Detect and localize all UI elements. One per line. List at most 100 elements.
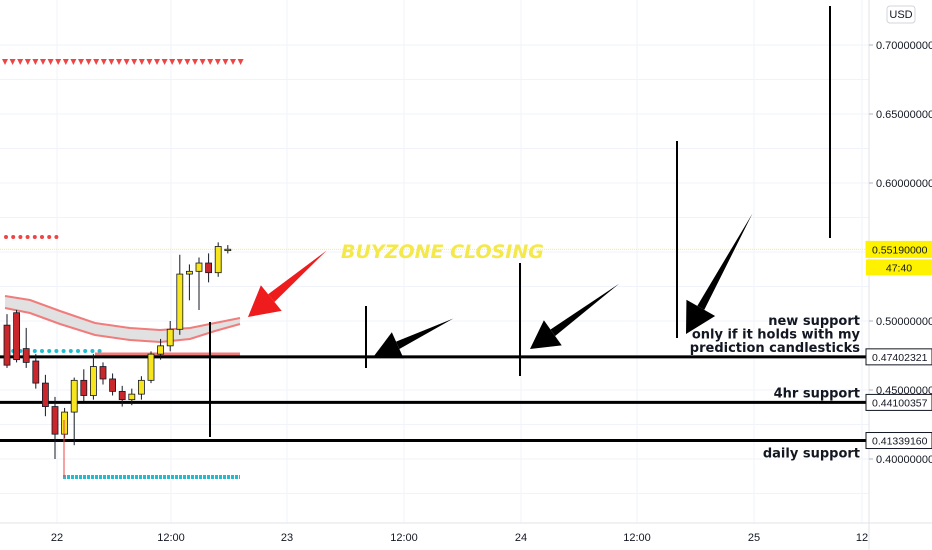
candle-body — [137, 379, 145, 395]
support-annotation: new support — [768, 314, 860, 329]
bullish-candle — [176, 254, 184, 335]
ma-cloud-upper — [4, 295, 241, 332]
sell-signal-marker — [214, 59, 221, 65]
current-price-tag: 0.55190000 — [872, 244, 928, 256]
sell-signal-marker — [93, 59, 100, 65]
sell-signal-marker — [176, 59, 183, 65]
candle-body — [22, 348, 30, 363]
x-tick-label: 12 — [856, 532, 868, 544]
candle-body — [70, 379, 78, 413]
candle-body — [185, 270, 193, 275]
bearish-candle — [205, 253, 213, 283]
price-tags: 0.47402321 0.44100357 0.41339160 0.55190000… — [865, 240, 932, 450]
resistance-dot — [18, 235, 23, 239]
sell-signal-marker — [55, 59, 62, 65]
support-dot — [47, 349, 52, 353]
resistance-dot — [40, 235, 44, 239]
support-annotation: 4hr support — [774, 386, 860, 401]
support-dot — [54, 349, 59, 353]
x-tick-label: 24 — [515, 532, 527, 544]
black-arrow — [686, 213, 753, 334]
sell-signal-marker — [199, 59, 206, 65]
x-tick-label: 12:00 — [623, 532, 651, 544]
arrow-shaft — [697, 213, 753, 310]
support-annotation: daily support — [763, 447, 860, 462]
level-price-tag: 0.44100357 — [872, 397, 928, 409]
bullish-candle — [128, 388, 136, 406]
level-price-tag-bg — [865, 393, 932, 411]
ma-cloud-lower — [4, 307, 241, 344]
support-dot — [76, 349, 80, 353]
y-tick-label: 0.65000000 — [876, 109, 932, 121]
support-dot — [97, 349, 102, 353]
sell-signal-marker — [161, 59, 168, 65]
candle-body — [42, 382, 49, 407]
support-dot — [40, 349, 44, 353]
arrow-shaft — [396, 318, 454, 349]
sell-signal-marker — [207, 59, 214, 65]
sell-signal-marker — [138, 59, 145, 65]
candle-body — [61, 411, 68, 435]
candle-body — [176, 273, 184, 330]
sell-signal-marker — [146, 59, 153, 65]
y-tick-label: 0.60000000 — [876, 178, 932, 190]
bullish-candle — [166, 321, 174, 352]
sell-signal-marker — [237, 59, 244, 65]
candle-body — [205, 262, 213, 274]
x-axis-ticks: 22 12:00 23 12:00 24 12:00 25 12 — [51, 532, 868, 544]
sell-signal-marker — [85, 59, 92, 65]
sell-signal-marker — [78, 59, 84, 65]
bullish-candle — [195, 257, 203, 310]
x-tick-label: 12:00 — [157, 532, 185, 544]
bullish-candle — [224, 245, 232, 254]
candle-body — [157, 345, 165, 355]
candle-body — [214, 246, 222, 274]
buyzone-annotation: BUYZONE CLOSING — [341, 241, 544, 263]
red-arrow — [248, 250, 327, 317]
candle-body — [32, 360, 40, 384]
resistance-dot — [32, 235, 37, 239]
candle-body — [224, 248, 232, 252]
bullish-candle — [70, 377, 78, 446]
candle-body — [99, 366, 107, 380]
sell-signal-marker — [131, 59, 138, 65]
bearish-candle — [3, 314, 11, 368]
support-dot — [90, 349, 95, 353]
support-levels — [0, 355, 869, 443]
sell-signal-marker — [47, 59, 54, 65]
sell-signal-marker — [184, 59, 191, 65]
level-price-tag: 0.41339160 — [872, 436, 928, 448]
level-price-tag-bg — [865, 432, 932, 450]
candle-body — [147, 353, 155, 381]
resistance-dot — [25, 235, 30, 239]
arrowhead — [686, 299, 716, 334]
support-annotation: prediction candlesticks — [690, 341, 860, 356]
bearish-candle — [42, 374, 49, 417]
indicators — [0, 59, 869, 479]
arrow-shaft — [550, 283, 620, 337]
sell-signal-marker — [62, 59, 69, 65]
arrowhead — [374, 332, 404, 359]
x-tick-label: 25 — [748, 532, 760, 544]
sell-signal-marker — [32, 59, 39, 65]
candle-body — [90, 366, 97, 396]
bullish-candle — [147, 351, 155, 384]
support-dot — [61, 349, 66, 353]
currency-badge[interactable]: USD — [886, 5, 916, 24]
countdown-bg — [866, 259, 932, 276]
sell-signal-marker — [9, 59, 16, 65]
sell-signal-marker — [123, 59, 130, 65]
countdown-label: 47:40 — [886, 262, 912, 274]
x-tick-label: 23 — [281, 532, 293, 544]
candlesticks — [3, 242, 232, 477]
candle-body — [128, 393, 136, 401]
candle-body — [80, 379, 88, 396]
level-price-tag: 0.47402321 — [872, 352, 928, 364]
bearish-candle — [22, 327, 30, 368]
resistance-dot — [54, 235, 59, 239]
arrowhead — [530, 320, 562, 349]
arrow-shaft — [268, 250, 327, 302]
bullish-candle — [137, 376, 145, 400]
